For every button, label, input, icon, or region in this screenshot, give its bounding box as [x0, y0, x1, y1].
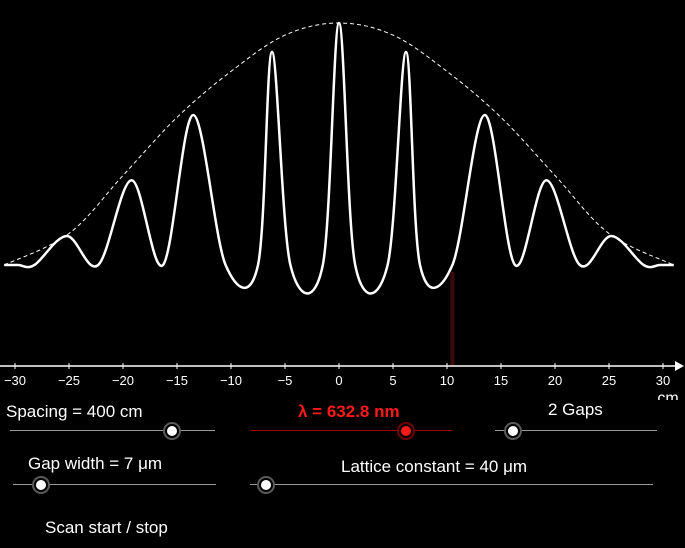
wavelength-label: λ = 632.8 nm [298, 402, 400, 421]
spacing-slider-knob[interactable] [162, 422, 181, 440]
wavelength-slider-track[interactable] [250, 430, 452, 431]
x-tick-label: 25 [602, 373, 616, 388]
x-tick-label: −25 [58, 373, 80, 388]
spacing-slider-track[interactable] [10, 430, 215, 431]
x-tick-label: 30 [656, 373, 670, 388]
gaps-label: 2 Gaps [548, 400, 603, 419]
lattice-constant-slider-track[interactable] [250, 484, 653, 485]
x-tick-label: 5 [389, 373, 396, 388]
x-tick-label: −10 [220, 373, 242, 388]
spacing-slider[interactable] [10, 421, 215, 441]
gap-width-slider-knob[interactable] [32, 476, 51, 494]
wavelength-slider[interactable] [250, 421, 452, 441]
x-tick-label: 10 [440, 373, 454, 388]
x-axis: −30 −25 −20 −15 −10 −5 0 5 10 15 20 25 30 cm [0, 361, 684, 400]
envelope-curve-layer [3, 22, 675, 266]
x-axis-arrow [675, 361, 684, 371]
envelope-curve [3, 22, 675, 266]
x-tick-label: −5 [278, 373, 293, 388]
x-tick-label: 15 [494, 373, 508, 388]
x-axis-unit-label: cm [657, 390, 678, 400]
x-tick-label: 0 [335, 373, 342, 388]
x-tick-label: −30 [4, 373, 26, 388]
interference-plot: −30 −25 −20 −15 −10 −5 0 5 10 15 20 25 30 cm [0, 21, 684, 400]
intensity-curve-layer [4, 21, 674, 295]
gap-width-slider-track[interactable] [13, 484, 216, 485]
x-tick-label: −20 [112, 373, 134, 388]
x-tick-label: −15 [166, 373, 188, 388]
spacing-label: Spacing = 400 cm [6, 402, 143, 421]
wavelength-slider-knob[interactable] [396, 422, 415, 440]
gaps-slider-knob[interactable] [503, 422, 522, 440]
intensity-curve-0 [4, 21, 674, 295]
gaps-slider-track[interactable] [495, 430, 657, 431]
lattice-constant-slider[interactable] [250, 475, 653, 495]
x-tick-label: 20 [548, 373, 562, 388]
lattice-constant-label: Lattice constant = 40 μm [341, 457, 528, 476]
gap-width-label: Gap width = 7 μm [28, 454, 163, 473]
gaps-slider[interactable] [495, 421, 657, 441]
gap-width-slider[interactable] [13, 475, 216, 495]
lattice-constant-slider-knob[interactable] [257, 476, 276, 494]
scan-start-stop-button[interactable]: Scan start / stop [45, 518, 168, 537]
